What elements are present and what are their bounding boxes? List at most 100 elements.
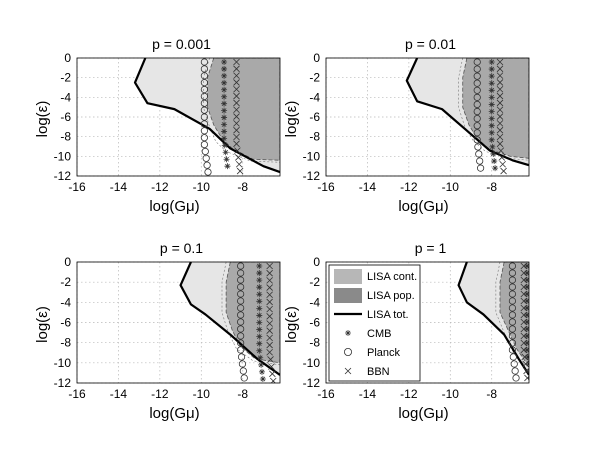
cmb-marker bbox=[490, 150, 497, 157]
x-axis-label: log(Gμ) bbox=[398, 405, 448, 422]
bbn-marker bbox=[496, 106, 504, 114]
cmb-marker bbox=[488, 108, 495, 115]
x-tick-label: -10 bbox=[442, 180, 460, 194]
bbn-marker bbox=[522, 360, 529, 368]
bbn-marker bbox=[523, 367, 529, 375]
y-tick-label: 0 bbox=[64, 51, 71, 65]
bbn-marker bbox=[496, 140, 504, 148]
cmb-marker bbox=[257, 354, 264, 361]
y-tick-label: -10 bbox=[303, 149, 321, 163]
bbn-marker bbox=[235, 154, 242, 161]
x-tick-label: -14 bbox=[359, 180, 377, 194]
planck-marker bbox=[240, 374, 248, 382]
cmb-marker bbox=[488, 73, 495, 80]
planck-marker bbox=[237, 269, 245, 277]
bbn-marker bbox=[496, 72, 504, 79]
cmb-marker bbox=[524, 353, 529, 360]
planck-marker bbox=[473, 86, 481, 94]
plot-area bbox=[133, 58, 280, 176]
planck-marker bbox=[200, 140, 208, 149]
bbn-markers bbox=[233, 58, 244, 175]
cmb-marker bbox=[488, 59, 495, 65]
planck-markers bbox=[473, 58, 485, 172]
x-tick-label: -16 bbox=[317, 387, 335, 401]
planck-marker bbox=[474, 143, 482, 151]
cmb-marker bbox=[258, 361, 265, 368]
legend-item: LISA cont. bbox=[334, 269, 417, 284]
axes-frame bbox=[325, 261, 530, 384]
y-tick-label: -12 bbox=[303, 169, 321, 183]
x-axis-label: log(Gμ) bbox=[149, 405, 199, 422]
bbn-marker bbox=[233, 99, 240, 107]
bbn-marker bbox=[500, 167, 507, 175]
bbn-marker bbox=[233, 92, 240, 100]
planck-marker bbox=[237, 290, 245, 298]
axes-frame bbox=[76, 57, 281, 177]
cmb-marker bbox=[258, 368, 265, 375]
planck-marker bbox=[510, 360, 518, 368]
planck-marker bbox=[237, 297, 245, 305]
planck-marker bbox=[473, 58, 481, 66]
planck-marker bbox=[238, 360, 247, 368]
bbn-marker bbox=[266, 277, 273, 284]
cmb-marker bbox=[221, 79, 228, 86]
bbn-marker bbox=[269, 370, 276, 378]
bbn-marker bbox=[233, 120, 240, 127]
planck-marker bbox=[508, 297, 517, 305]
bbn-marker bbox=[520, 311, 528, 319]
cmb-marker bbox=[523, 290, 529, 297]
cmb-marker bbox=[523, 283, 529, 290]
x-tick-label: -8 bbox=[486, 387, 497, 401]
lisa-cont-edge bbox=[495, 262, 529, 367]
cmb-marker bbox=[259, 375, 266, 382]
legend-item: CMB bbox=[345, 328, 391, 340]
planck-marker bbox=[202, 154, 210, 162]
cmb-marker bbox=[488, 136, 495, 143]
x-tick-label: -12 bbox=[400, 180, 418, 194]
planck-marker bbox=[200, 72, 208, 80]
bbn-marker bbox=[499, 160, 506, 168]
cmb-marker bbox=[222, 149, 229, 156]
legend-item: Planck bbox=[343, 347, 401, 359]
legend: LISA cont. LISA pop. LISA tot. CMB Planck BBN bbox=[328, 264, 421, 382]
y-tick-label: -12 bbox=[303, 376, 321, 390]
panel-4: -16 -14 -12 -10 -8 0 -2 -4 -6 -8 -10 -12 p = 1 log(Gμ… bbox=[283, 240, 530, 422]
y-axis-label: log(ε) bbox=[34, 306, 51, 343]
x-tick-label: -14 bbox=[110, 180, 128, 194]
lisa-tot-line bbox=[405, 58, 529, 167]
cmb-marker bbox=[523, 297, 529, 304]
planck-marker bbox=[511, 367, 519, 375]
cmb-marker bbox=[523, 339, 529, 346]
bbn-marker bbox=[233, 85, 240, 93]
lisa-cont-edge bbox=[203, 58, 280, 163]
planck-marker bbox=[237, 276, 245, 284]
legend-swatch bbox=[334, 269, 362, 284]
legend-item: LISA tot. bbox=[334, 309, 409, 321]
bbn-marker bbox=[520, 290, 528, 298]
cmb-marker bbox=[221, 93, 228, 100]
planck-marker bbox=[473, 115, 481, 123]
legend-box bbox=[328, 264, 421, 382]
cmb-marker bbox=[523, 263, 529, 269]
bbn-marker bbox=[520, 262, 528, 270]
legend-label: CMB bbox=[367, 328, 391, 340]
y-tick-label: -10 bbox=[303, 356, 321, 370]
lisa-cont-edge bbox=[458, 58, 529, 161]
y-tick-label: -8 bbox=[309, 130, 320, 144]
planck-marker bbox=[237, 304, 245, 312]
planck-marker bbox=[200, 113, 208, 121]
y-tick-label: -12 bbox=[54, 169, 72, 183]
planck-marker bbox=[508, 276, 517, 284]
bbn-marker bbox=[266, 298, 273, 306]
bbn-marker bbox=[233, 140, 240, 148]
bbn-marker bbox=[496, 85, 504, 93]
cmb-markers bbox=[488, 59, 499, 172]
planck-marker bbox=[237, 318, 245, 326]
x-axis-label: log(Gμ) bbox=[398, 198, 448, 215]
cmb-markers bbox=[256, 263, 266, 382]
cmb-marker bbox=[223, 156, 230, 163]
bbn-marker bbox=[344, 367, 352, 375]
planck-marker bbox=[476, 164, 485, 172]
bbn-marker bbox=[520, 346, 528, 354]
axes-frame bbox=[325, 57, 530, 177]
